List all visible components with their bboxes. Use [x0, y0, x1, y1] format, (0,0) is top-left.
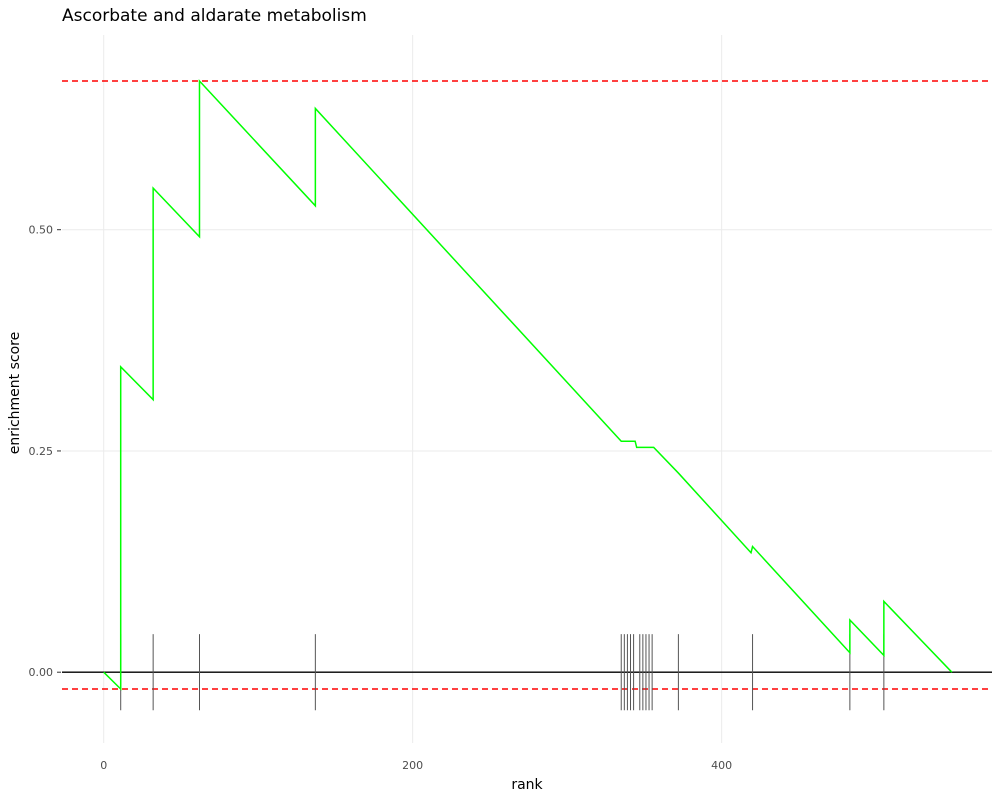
hit-marks: [120, 634, 885, 711]
y-axis-label: enrichment score: [7, 332, 23, 454]
series-layer: [103, 79, 953, 691]
y-tick-label: 0.25: [29, 445, 54, 458]
reference-lines: [62, 80, 992, 690]
chart-title: Ascorbate and aldarate metabolism: [62, 6, 367, 26]
axis-ticks: 0 200 400 0.00 0.25 0.50: [29, 224, 733, 772]
enrichment-score-line: [103, 79, 953, 691]
x-tick-label: 0: [100, 759, 107, 772]
y-tick-label: 0.50: [29, 224, 54, 237]
x-axis-label: rank: [511, 777, 543, 793]
x-tick-label: 400: [711, 759, 732, 772]
grid-layer: [62, 35, 992, 743]
y-tick-label: 0.00: [29, 666, 54, 679]
x-tick-label: 200: [402, 759, 423, 772]
